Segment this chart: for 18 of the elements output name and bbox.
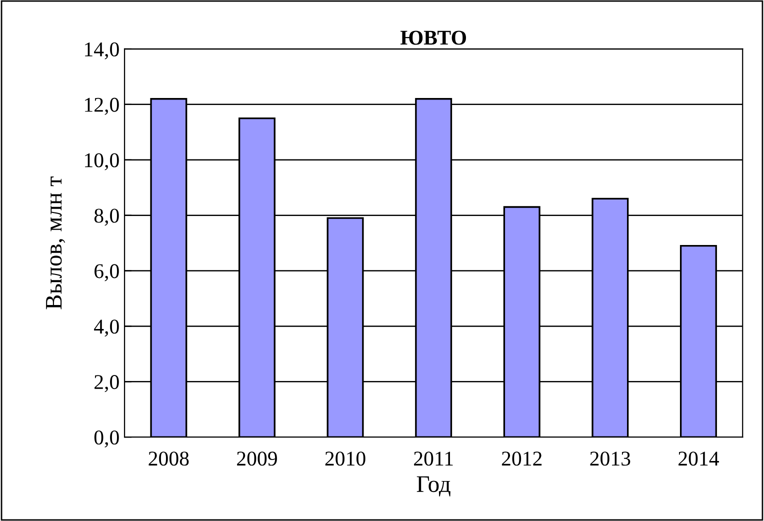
x-tick-label: 2009 (237, 452, 277, 466)
y-tick-label: 12,0 (85, 98, 119, 115)
y-tick-label: 4,0 (94, 320, 119, 337)
y-axis-title: Вылов, млн т (46, 176, 66, 310)
y-tick-label: 14,0 (85, 42, 119, 60)
x-tick-label: 2014 (678, 452, 719, 466)
y-tick-label: 2,0 (94, 375, 119, 392)
chart-title: ЮВТО (400, 30, 466, 45)
x-axis-title: Год (416, 476, 450, 496)
x-tick-label: 2010 (325, 452, 366, 466)
x-tick-label: 2011 (414, 452, 453, 466)
y-tick-label: 0,0 (94, 430, 119, 448)
y-tick-label: 8,0 (94, 208, 119, 226)
x-tick-label: 2008 (148, 452, 189, 466)
y-tick-label: 6,0 (94, 264, 119, 282)
x-tick-label: 2012 (502, 452, 542, 466)
x-tick-label: 2013 (590, 452, 630, 466)
y-tick-label: 10,0 (85, 153, 119, 170)
